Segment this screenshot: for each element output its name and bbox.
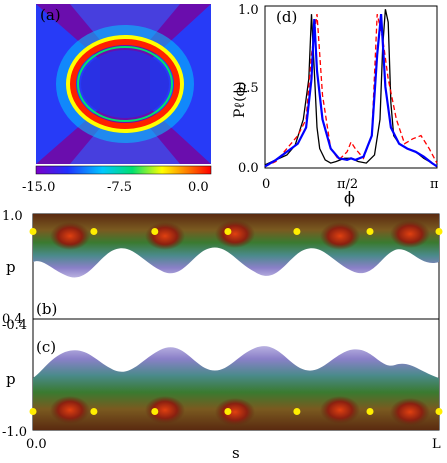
panel-b: (b) 1.0 0.4 p [2,209,443,327]
panel-b-marker [435,228,443,235]
panel-c-marker [366,408,374,415]
panel-a-ring-inner [77,46,173,122]
panel-c-marker [29,408,37,415]
panel-b-ytick-bottom: 0.4 [2,312,23,327]
colorbar-tick-min: -15.0 [22,180,55,195]
panel-b-blob [145,222,185,250]
panel-d-ytick-mid: 0.5 [238,81,259,96]
panel-c-blobs [50,396,430,426]
panel-b-blob [320,222,360,250]
panel-b-blob [390,220,430,248]
panel-b-marker [224,228,232,235]
panel-d-xtick-mid: π/2 [337,177,358,192]
panel-c-ylabel: p [6,370,16,388]
panel-b-marker [366,228,374,235]
panel-d-series-line [264,13,438,168]
panel-b-markers [29,228,443,235]
panel-c-ytick-bottom: -1.0 [2,425,27,440]
panel-c-ytick-top: -0.4 [2,318,27,333]
panel-c-marker [151,408,159,415]
panel-c-marker [90,408,98,415]
panel-c-blob [390,398,430,426]
panel-d-ytick-bottom: 0.0 [238,161,259,176]
panel-b-label: (b) [36,300,57,318]
panel-c-marker [435,408,443,415]
panel-c-markers [29,408,443,415]
panel-a-halo [56,25,194,143]
panel-d-ytick-top: 1.0 [238,3,259,18]
bottom-xtick-L: L [432,437,441,452]
panel-d-xtick-0: 0 [262,177,270,192]
panel-c-blob [145,396,185,424]
panel-c-blob [320,396,360,424]
panel-b-marker [29,228,37,235]
panel-a-core [81,50,169,118]
panel-b-ytick-top: 1.0 [2,209,23,224]
panel-c-blob [215,398,255,426]
panel-d-xtick-pi: π [430,177,439,192]
panel-b-blob [215,220,255,248]
bottom-xtick-0: 0.0 [26,437,47,452]
panel-d-xlabel: ϕ [344,188,355,207]
panel-c-marker [224,408,232,415]
panel-a-ring [70,39,180,129]
panel-c-marker [293,408,301,415]
panel-c-label: (c) [36,338,56,356]
panel-d: (d) 1.0 0.5 0.0 Pℓ(ϕ) 0 π/2 π ϕ [232,3,439,207]
panel-b-marker [293,228,301,235]
panel-b-marker [90,228,98,235]
panel-d-series-line [264,13,438,167]
bottom-xlabel: s [232,444,240,462]
colorbar-tick-max: 0.0 [188,180,209,195]
panel-d-ylabel: Pℓ(ϕ) [232,81,248,118]
panel-c-blob [50,396,90,424]
panel-d-label: (d) [276,8,297,26]
panel-b-marker [151,228,159,235]
panel-b-blob [50,222,90,250]
panel-b-ylabel: p [6,258,16,276]
colorbar-tick-mid: -7.5 [107,180,132,195]
panel-d-series-group [264,9,438,168]
colorbar [35,165,212,175]
panel-c: (c) -0.4 -1.0 p 0.0 L s [2,318,443,462]
panel-b-blobs [50,220,430,250]
panel-a-label: (a) [40,6,61,24]
panel-a: (a) -15.0 -7.5 0.0 [22,4,212,195]
